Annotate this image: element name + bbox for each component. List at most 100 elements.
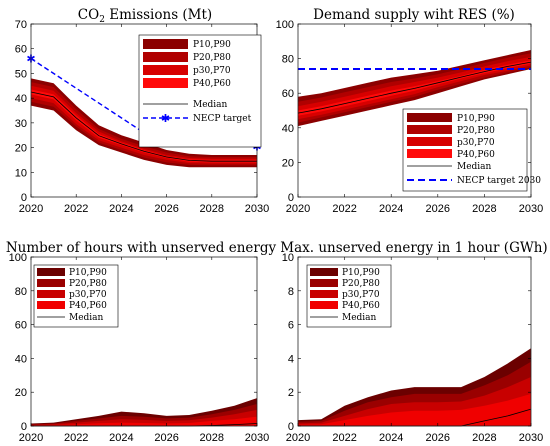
legend-swatch-p30-p70 [407,137,452,146]
legend-label: Median [457,162,492,172]
legend-label: P10,P90 [457,114,495,124]
y-tick-label: 100 [9,252,27,264]
x-tick-label: 2020 [286,203,310,215]
chart-title: Number of hours with unserved energy [6,240,277,256]
x-tick-label: 2026 [154,203,178,215]
x-tick-label: 2030 [519,432,543,444]
legend-label: P10,P90 [342,268,380,278]
chart-title: CO2 Emissions (Mt) [78,7,212,25]
legend-swatch-p40-p60 [310,301,338,309]
legend-swatch-p30-p70 [143,65,188,75]
y-tick-label: 20 [282,157,294,169]
legend-swatch-p30-p70 [310,290,338,298]
legend-swatch-p20-p80 [37,279,65,287]
legend-label: P40,P60 [342,301,380,311]
panel-unserved-hours: Number of hours with unserved energy 0 20… [6,240,277,444]
y-tick-label: 4 [288,353,294,365]
legend-label: P40,P60 [193,79,231,89]
x-tick-label: 2022 [332,432,356,444]
legend-label: P40,P60 [457,150,495,160]
legend-label: p30,P70 [342,290,380,300]
x-tick-label: 2028 [472,203,496,215]
legend: P10,P90 P20,P80 p30,P70 P40,P60 Median N… [402,108,541,192]
legend-label: NECP target 2030 [457,176,541,186]
x-tick-label: 2028 [200,203,224,215]
plot-area: 0 2 4 6 8 10 2020 2022 2024 2026 2028 2030 [282,252,543,444]
legend-swatch-p40-p60 [37,301,65,309]
title-rest: Emissions (Mt) [105,7,212,23]
x-tick-label: 2024 [379,432,403,444]
y-tick-label: 100 [276,19,294,31]
x-tick-label: 2030 [245,432,269,444]
y-tick-label: 30 [15,118,27,130]
x-tick-label: 2026 [154,432,178,444]
y-tick-label: 40 [15,93,27,105]
y-tick-label: 2 [288,387,294,399]
y-tick-label: 40 [282,123,294,135]
median-line [297,61,532,114]
x-tick-label: 2024 [109,432,133,444]
legend-swatch-p10-p90 [37,268,65,276]
x-tick-label: 2028 [200,432,224,444]
legend-label: P10,P90 [193,40,231,50]
plot-area: 0 20 40 60 80 100 2020 2022 2024 2026 2028 2030 [276,19,544,215]
y-tick-label: 0 [21,421,27,433]
legend-label: Median [69,313,104,323]
legend-swatch-p40-p60 [407,149,452,158]
y-tick-label: 8 [288,286,294,298]
plot-area: 0 20 40 60 80 100 2020 2022 2024 2026 2028 2030 [9,252,270,444]
legend-label: P20,P80 [193,53,231,63]
legend-swatch-p20-p80 [143,52,188,62]
y-tick-label: 6 [288,320,294,332]
band-p40-p60 [298,393,531,426]
title-main: CO [78,7,99,23]
legend-swatch-p30-p70 [37,290,65,298]
x-tick-label: 2030 [245,203,269,215]
y-tick-label: 10 [15,167,27,179]
legend-label: Median [193,100,228,110]
y-tick-label: 20 [15,387,27,399]
band-p30-p70 [31,85,257,164]
legend-label: p30,P70 [193,66,231,76]
legend-label: NECP target [193,114,252,124]
y-tick-label: 50 [15,68,27,80]
axes-box [297,256,532,427]
legend: P10,P90 P20,P80 p30,P70 P40,P60 Median [33,264,119,328]
legend-label: P40,P60 [69,301,107,311]
legend-swatch-p10-p90 [310,268,338,276]
chart-title: Max. unserved energy in 1 hour (GWh) [280,240,547,256]
y-tick-label: 20 [15,143,27,155]
x-tick-label: 2024 [379,203,403,215]
legend-swatch-p20-p80 [310,279,338,287]
chart-title: Demand supply wiht RES (%) [313,7,515,23]
y-tick-label: 80 [15,286,27,298]
x-tick-label: 2022 [64,432,88,444]
axes-box [30,256,258,427]
y-tick-label: 0 [288,192,294,204]
legend-label: P20,P80 [342,279,380,289]
x-tick-label: 2020 [286,432,310,444]
legend-swatch-p10-p90 [143,39,188,49]
y-tick-label: 0 [21,192,27,204]
axes-box [297,23,532,198]
x-tick-label: 2026 [426,203,450,215]
panel-max-unserved-energy: Max. unserved energy in 1 hour (GWh) 0 2 4… [280,240,547,444]
x-tick-label: 2022 [332,203,356,215]
legend-label: p30,P70 [69,290,107,300]
legend: P10,P90 P20,P80 p30,P70 P40,P60 Median ✱… [138,34,262,148]
x-tick-label: 2026 [426,432,450,444]
legend-swatch-p40-p60 [143,78,188,88]
x-tick-label: 2020 [19,203,43,215]
y-tick-label: 40 [15,353,27,365]
title-subscript: 2 [99,15,105,25]
legend-box [138,34,262,148]
y-tick-label: 80 [282,54,294,66]
legend-label: p30,P70 [457,138,495,148]
x-tick-label: 2030 [519,203,543,215]
legend-label: Median [342,313,377,323]
plot-area: ✱✱✱0102030405060702020202220242026202820… [15,19,269,215]
y-tick-label: 0 [288,421,294,433]
x-tick-label: 2028 [472,432,496,444]
legend-swatch-p10-p90 [407,113,452,122]
